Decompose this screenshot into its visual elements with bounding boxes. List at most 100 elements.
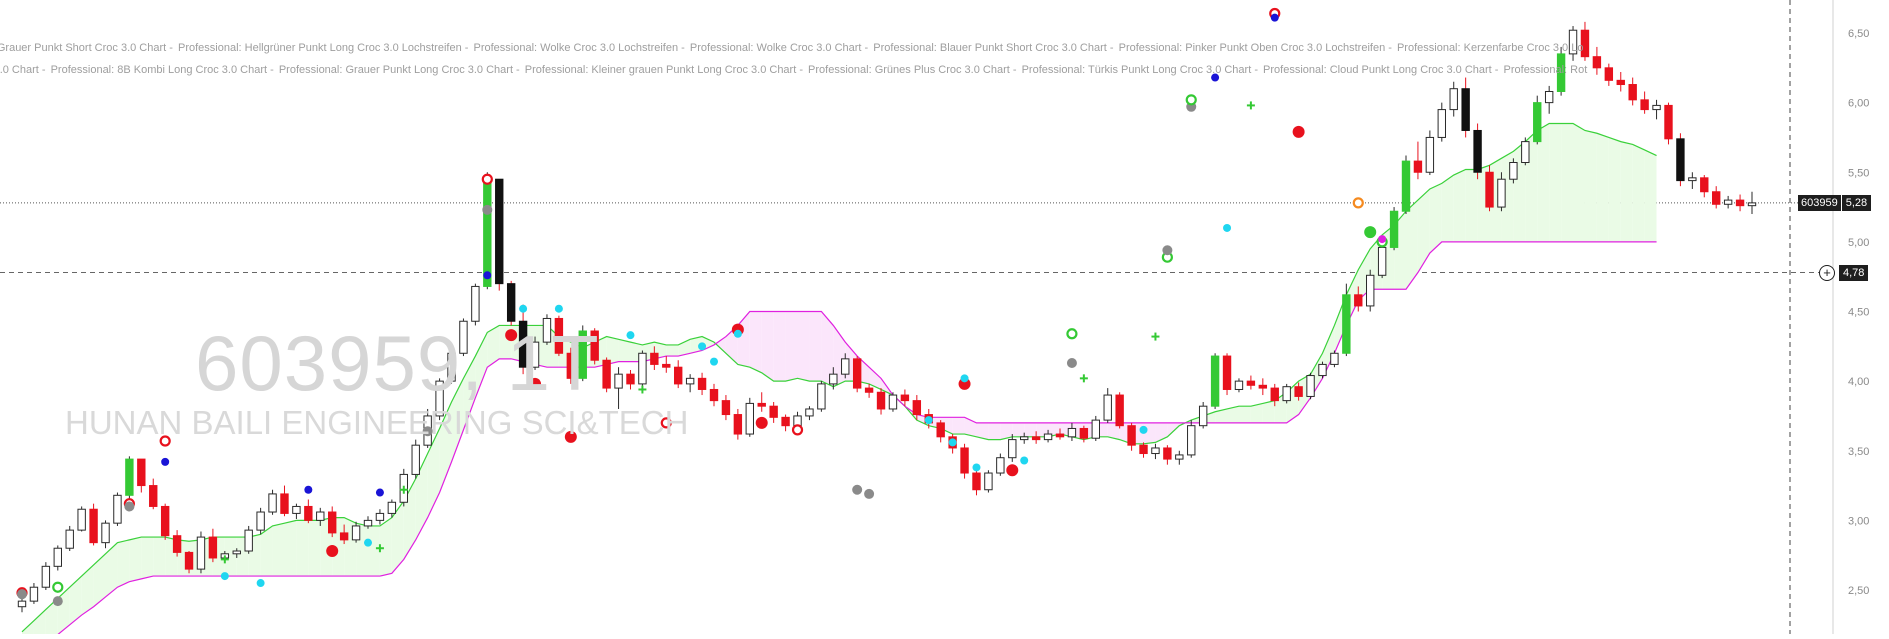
band-fill-segment: [1429, 183, 1442, 254]
signal-ring-red: [159, 435, 171, 447]
candle: [363, 516, 373, 529]
candle: [1509, 158, 1518, 184]
symbol-watermark: 603959, 1T: [195, 319, 600, 407]
candle-body: [1628, 84, 1637, 101]
candle: [1700, 175, 1709, 198]
candle-body: [936, 422, 945, 438]
candle-body: [1055, 433, 1065, 438]
band-fill-segment: [1238, 406, 1251, 423]
candle-body: [602, 359, 611, 389]
candle: [1425, 130, 1435, 176]
indicator-legend-line-1: sional: Grauer Punkt Short Croc 3.0 Char…: [0, 42, 1786, 54]
band-fill-segment: [117, 539, 130, 588]
candle-body: [1700, 177, 1709, 193]
candle: [1640, 91, 1649, 114]
signal-dot-grey: [864, 488, 875, 499]
band-fill-segment: [1632, 144, 1645, 242]
band-fill-segment: [1465, 169, 1478, 242]
legend-item: ng Croc 3.0 Chart -: [0, 64, 46, 76]
candle-body: [41, 565, 51, 588]
candle-body: [172, 535, 182, 553]
candle: [137, 458, 146, 493]
candle-body: [304, 505, 313, 521]
add-alert-icon[interactable]: +: [1819, 265, 1835, 282]
signal-ring-green: [1066, 328, 1078, 340]
candle: [638, 350, 647, 387]
candle-body: [650, 352, 659, 365]
candle: [1151, 443, 1160, 460]
band-fill-segment: [308, 520, 321, 577]
candle: [149, 478, 158, 510]
candle: [566, 347, 576, 384]
candle-body: [793, 415, 802, 427]
band-fill-segment: [69, 576, 82, 625]
band-fill-segment: [797, 311, 810, 382]
signal-ring-red: [660, 417, 672, 429]
band-fill-segment: [1000, 422, 1013, 440]
band-fill-segment: [475, 332, 488, 398]
candle-body: [1079, 427, 1089, 439]
signal-plus-green: [1151, 332, 1160, 341]
candle: [65, 525, 74, 552]
candle-body: [697, 377, 707, 390]
candle: [972, 467, 981, 496]
candle-body: [1497, 178, 1506, 208]
signal-dot-magenta: [1378, 235, 1387, 244]
band-fill-segment: [761, 311, 774, 382]
candle-body: [1676, 138, 1685, 182]
signal-dot-cyan: [960, 374, 969, 383]
candle: [1592, 46, 1602, 75]
candle-body: [757, 402, 766, 407]
candle: [697, 372, 707, 396]
band-fill-segment: [821, 311, 834, 387]
signal-dot-cyan: [519, 304, 528, 313]
candle: [1115, 392, 1124, 429]
signal-dot-green: [1364, 226, 1377, 239]
band-fill-segment: [391, 500, 404, 574]
band-fill-segment: [714, 336, 726, 354]
band-fill-segment: [1608, 137, 1621, 242]
candle: [900, 389, 910, 407]
candle: [936, 420, 945, 443]
candle: [172, 530, 182, 557]
candle: [339, 524, 349, 545]
candle: [375, 509, 385, 525]
signal-dot-red: [326, 545, 339, 558]
candle-body: [1544, 90, 1554, 104]
candle-body: [232, 550, 241, 555]
candle: [125, 456, 134, 500]
candle: [1688, 172, 1697, 189]
candle-body: [852, 358, 862, 389]
indicator-legend-line-2: ng Croc 3.0 Chart - Professional: 8B Kom…: [0, 64, 1786, 76]
candle: [160, 503, 170, 540]
candle-body: [471, 285, 480, 322]
legend-item: Professional: Hellgrüner Punkt Long Croc…: [177, 42, 472, 54]
signal-dot-blue: [304, 485, 313, 494]
band-fill-segment: [976, 422, 989, 440]
candle: [435, 378, 444, 421]
lower-band-line: [50, 241, 1657, 639]
candle-body: [1342, 294, 1351, 354]
band-fill-segment: [1561, 123, 1574, 242]
candle-body: [1270, 387, 1279, 402]
candle: [1556, 46, 1566, 96]
candle-body: [1318, 363, 1327, 377]
candle: [1497, 172, 1506, 212]
candle-body: [1067, 427, 1077, 438]
band-fill-segment: [1036, 422, 1049, 437]
band-fill-segment: [368, 525, 380, 577]
candle-body: [888, 394, 898, 410]
band-fill-segment: [415, 453, 428, 540]
candle-body: [1008, 439, 1017, 459]
candle-body: [89, 508, 98, 544]
candle: [1139, 442, 1148, 458]
candle-body: [1151, 447, 1160, 455]
candle-body: [149, 485, 158, 507]
candle-body: [638, 352, 647, 385]
band-fill-segment: [296, 520, 309, 577]
band-fill-segment: [105, 542, 118, 597]
band-fill-segment: [427, 428, 440, 518]
candle: [626, 369, 635, 390]
